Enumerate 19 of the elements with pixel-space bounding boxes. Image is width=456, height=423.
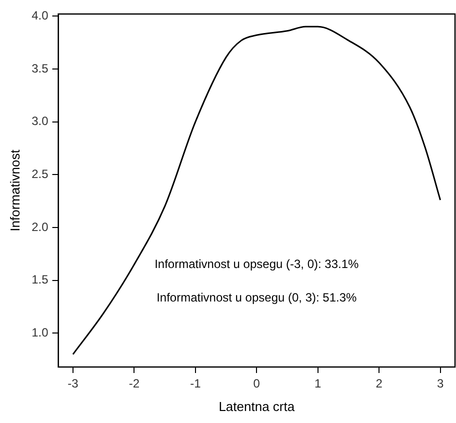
x-tick-label: 1 xyxy=(314,376,322,391)
y-axis-title: Informativnost xyxy=(7,149,22,232)
x-tick-label: 0 xyxy=(253,376,260,391)
y-tick-label: 2.5 xyxy=(32,166,49,181)
x-axis-title: Latentna crta xyxy=(218,398,296,414)
y-tick-label: 1.5 xyxy=(32,272,49,287)
annotation: Informativnost u opsegu (0, 3): 51.3% xyxy=(156,290,358,304)
y-tick-label: 2.0 xyxy=(32,220,49,234)
y-tick-label: 3.0 xyxy=(32,114,49,128)
y-tick-label: 4.0 xyxy=(32,8,49,22)
annotation: Informativnost u opsegu (-3, 0): 33.1% xyxy=(154,256,360,271)
line-series xyxy=(72,26,442,356)
x-tick-label: 3 xyxy=(436,376,444,391)
y-tick-label: 1.0 xyxy=(32,325,49,340)
x-tick-label: 2 xyxy=(376,376,383,391)
x-tick-label: -2 xyxy=(128,376,140,391)
x-tick-label: -1 xyxy=(190,376,202,391)
y-tick-label: 3.5 xyxy=(32,61,49,76)
x-tick-label: -3 xyxy=(68,376,79,391)
